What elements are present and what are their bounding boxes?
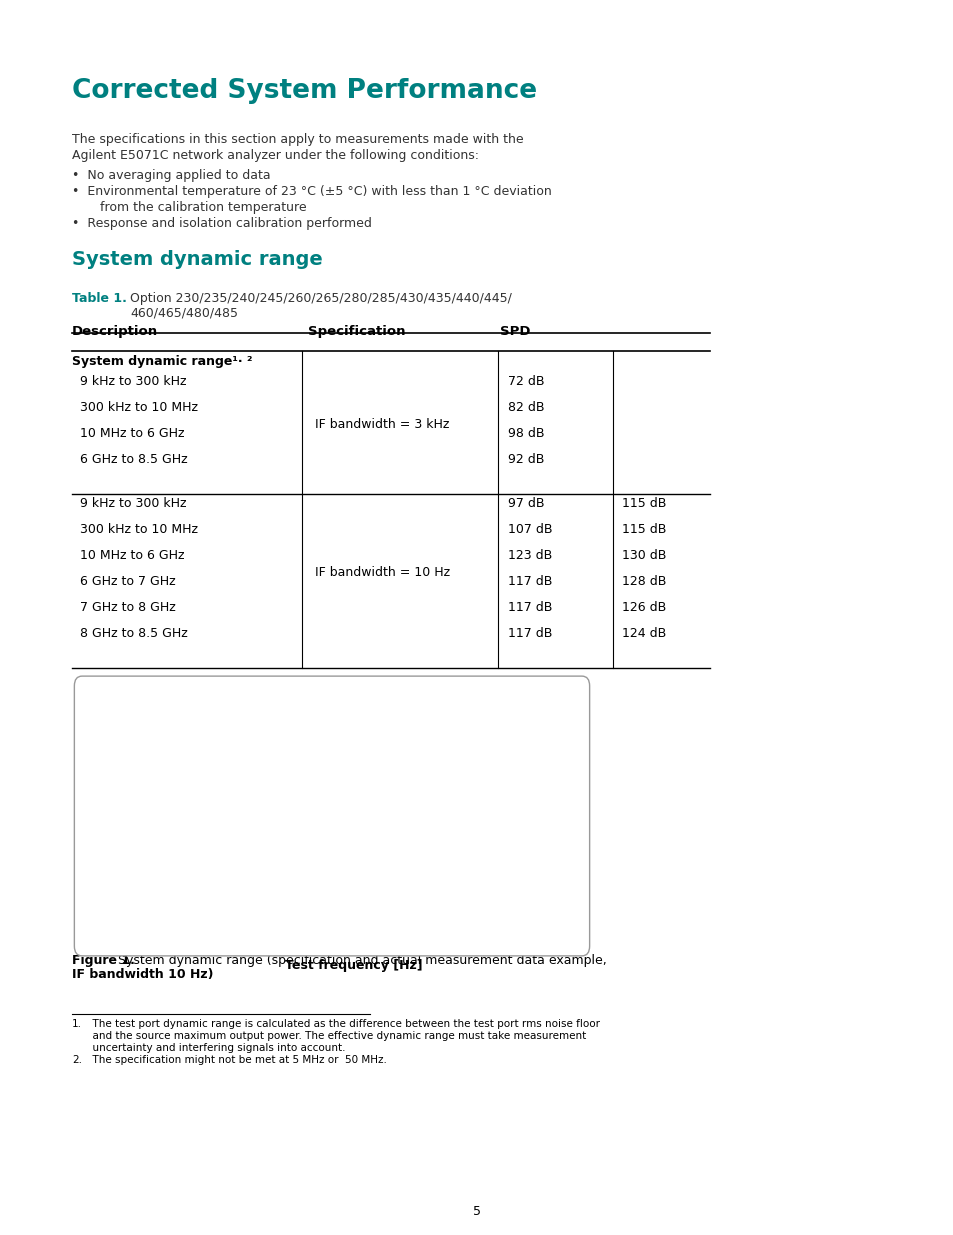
X-axis label: Test frequency [Hz]: Test frequency [Hz] <box>284 960 422 972</box>
Text: The specifications in this section apply to measurements made with the: The specifications in this section apply… <box>71 133 523 146</box>
Text: 8 GHz to 8.5 GHz: 8 GHz to 8.5 GHz <box>80 627 188 640</box>
Text: 124 dB: 124 dB <box>621 627 665 640</box>
Text: 7 GHz to 8 GHz: 7 GHz to 8 GHz <box>80 601 175 614</box>
Text: 126 dB: 126 dB <box>621 601 665 614</box>
Text: Agilent E5071C network analyzer under the following conditions:: Agilent E5071C network analyzer under th… <box>71 149 478 162</box>
Text: 2.: 2. <box>71 1055 82 1065</box>
Text: 300 kHz to 10 MHz: 300 kHz to 10 MHz <box>80 401 198 414</box>
Text: 9 kHz to 300 kHz: 9 kHz to 300 kHz <box>80 496 186 510</box>
Text: 115 dB: 115 dB <box>621 522 666 536</box>
Text: 82 dB: 82 dB <box>507 401 544 414</box>
Text: IF bandwidth = 10 Hz: IF bandwidth = 10 Hz <box>314 566 450 578</box>
Text: 1.: 1. <box>71 1019 82 1029</box>
Text: 128 dB: 128 dB <box>621 576 666 588</box>
Text: IF bandwidth 10 Hz): IF bandwidth 10 Hz) <box>71 968 213 981</box>
Text: 9 kHz to 300 kHz: 9 kHz to 300 kHz <box>80 375 186 388</box>
Text: 5: 5 <box>473 1205 480 1218</box>
Text: 98 dB: 98 dB <box>507 427 544 440</box>
Text: 6 GHz to 8.5 GHz: 6 GHz to 8.5 GHz <box>80 453 188 466</box>
Text: •  Response and isolation calibration performed: • Response and isolation calibration per… <box>71 217 372 230</box>
Text: Specification: Specification <box>308 325 405 338</box>
Text: 107 dB: 107 dB <box>507 522 552 536</box>
Legend: E5071C specification: E5071C specification <box>415 874 561 893</box>
Text: 117 dB: 117 dB <box>507 627 552 640</box>
Text: Figure 1.: Figure 1. <box>71 953 134 967</box>
Text: 6 GHz to 7 GHz: 6 GHz to 7 GHz <box>80 576 175 588</box>
Text: Table 1.: Table 1. <box>71 291 127 305</box>
Text: The test port dynamic range is calculated as the difference between the test por: The test port dynamic range is calculate… <box>86 1019 599 1029</box>
Text: 10 MHz to 6 GHz: 10 MHz to 6 GHz <box>80 550 184 562</box>
Text: Corrected System Performance: Corrected System Performance <box>71 78 537 104</box>
Text: 123 dB: 123 dB <box>507 550 552 562</box>
Text: SPD: SPD <box>499 325 530 338</box>
Text: 97 dB: 97 dB <box>507 496 544 510</box>
Text: System dynamic range (specification and actual measurement data example,: System dynamic range (specification and … <box>113 953 606 967</box>
Text: 10 MHz to 6 GHz: 10 MHz to 6 GHz <box>80 427 184 440</box>
Text: System dynamic range¹· ²: System dynamic range¹· ² <box>71 354 253 368</box>
Text: •  Environmental temperature of 23 °C (±5 °C) with less than 1 °C deviation: • Environmental temperature of 23 °C (±5… <box>71 185 551 198</box>
Text: The specification might not be met at 5 MHz or  50 MHz.: The specification might not be met at 5 … <box>86 1055 387 1065</box>
Text: 117 dB: 117 dB <box>507 601 552 614</box>
Y-axis label: System dynamic range [dB]: System dynamic range [dB] <box>97 747 108 920</box>
Text: 92 dB: 92 dB <box>507 453 544 466</box>
Text: 300 kHz to 10 MHz: 300 kHz to 10 MHz <box>80 522 198 536</box>
Text: and the source maximum output power. The effective dynamic range must take measu: and the source maximum output power. The… <box>86 1031 586 1041</box>
Text: 115 dB: 115 dB <box>621 496 666 510</box>
Text: 130 dB: 130 dB <box>621 550 666 562</box>
Text: from the calibration temperature: from the calibration temperature <box>71 201 306 214</box>
Text: 117 dB: 117 dB <box>507 576 552 588</box>
Text: System dynamic range: System dynamic range <box>71 249 322 269</box>
Text: IF bandwidth = 3 kHz: IF bandwidth = 3 kHz <box>314 417 449 431</box>
Text: uncertainty and interfering signals into account.: uncertainty and interfering signals into… <box>86 1044 345 1053</box>
Text: 72 dB: 72 dB <box>507 375 544 388</box>
Text: 460/465/480/485: 460/465/480/485 <box>130 306 237 319</box>
Text: Description: Description <box>71 325 158 338</box>
Text: Option 230/235/240/245/260/265/280/285/430/435/440/445/: Option 230/235/240/245/260/265/280/285/4… <box>130 291 512 305</box>
Text: •  No averaging applied to data: • No averaging applied to data <box>71 169 271 182</box>
